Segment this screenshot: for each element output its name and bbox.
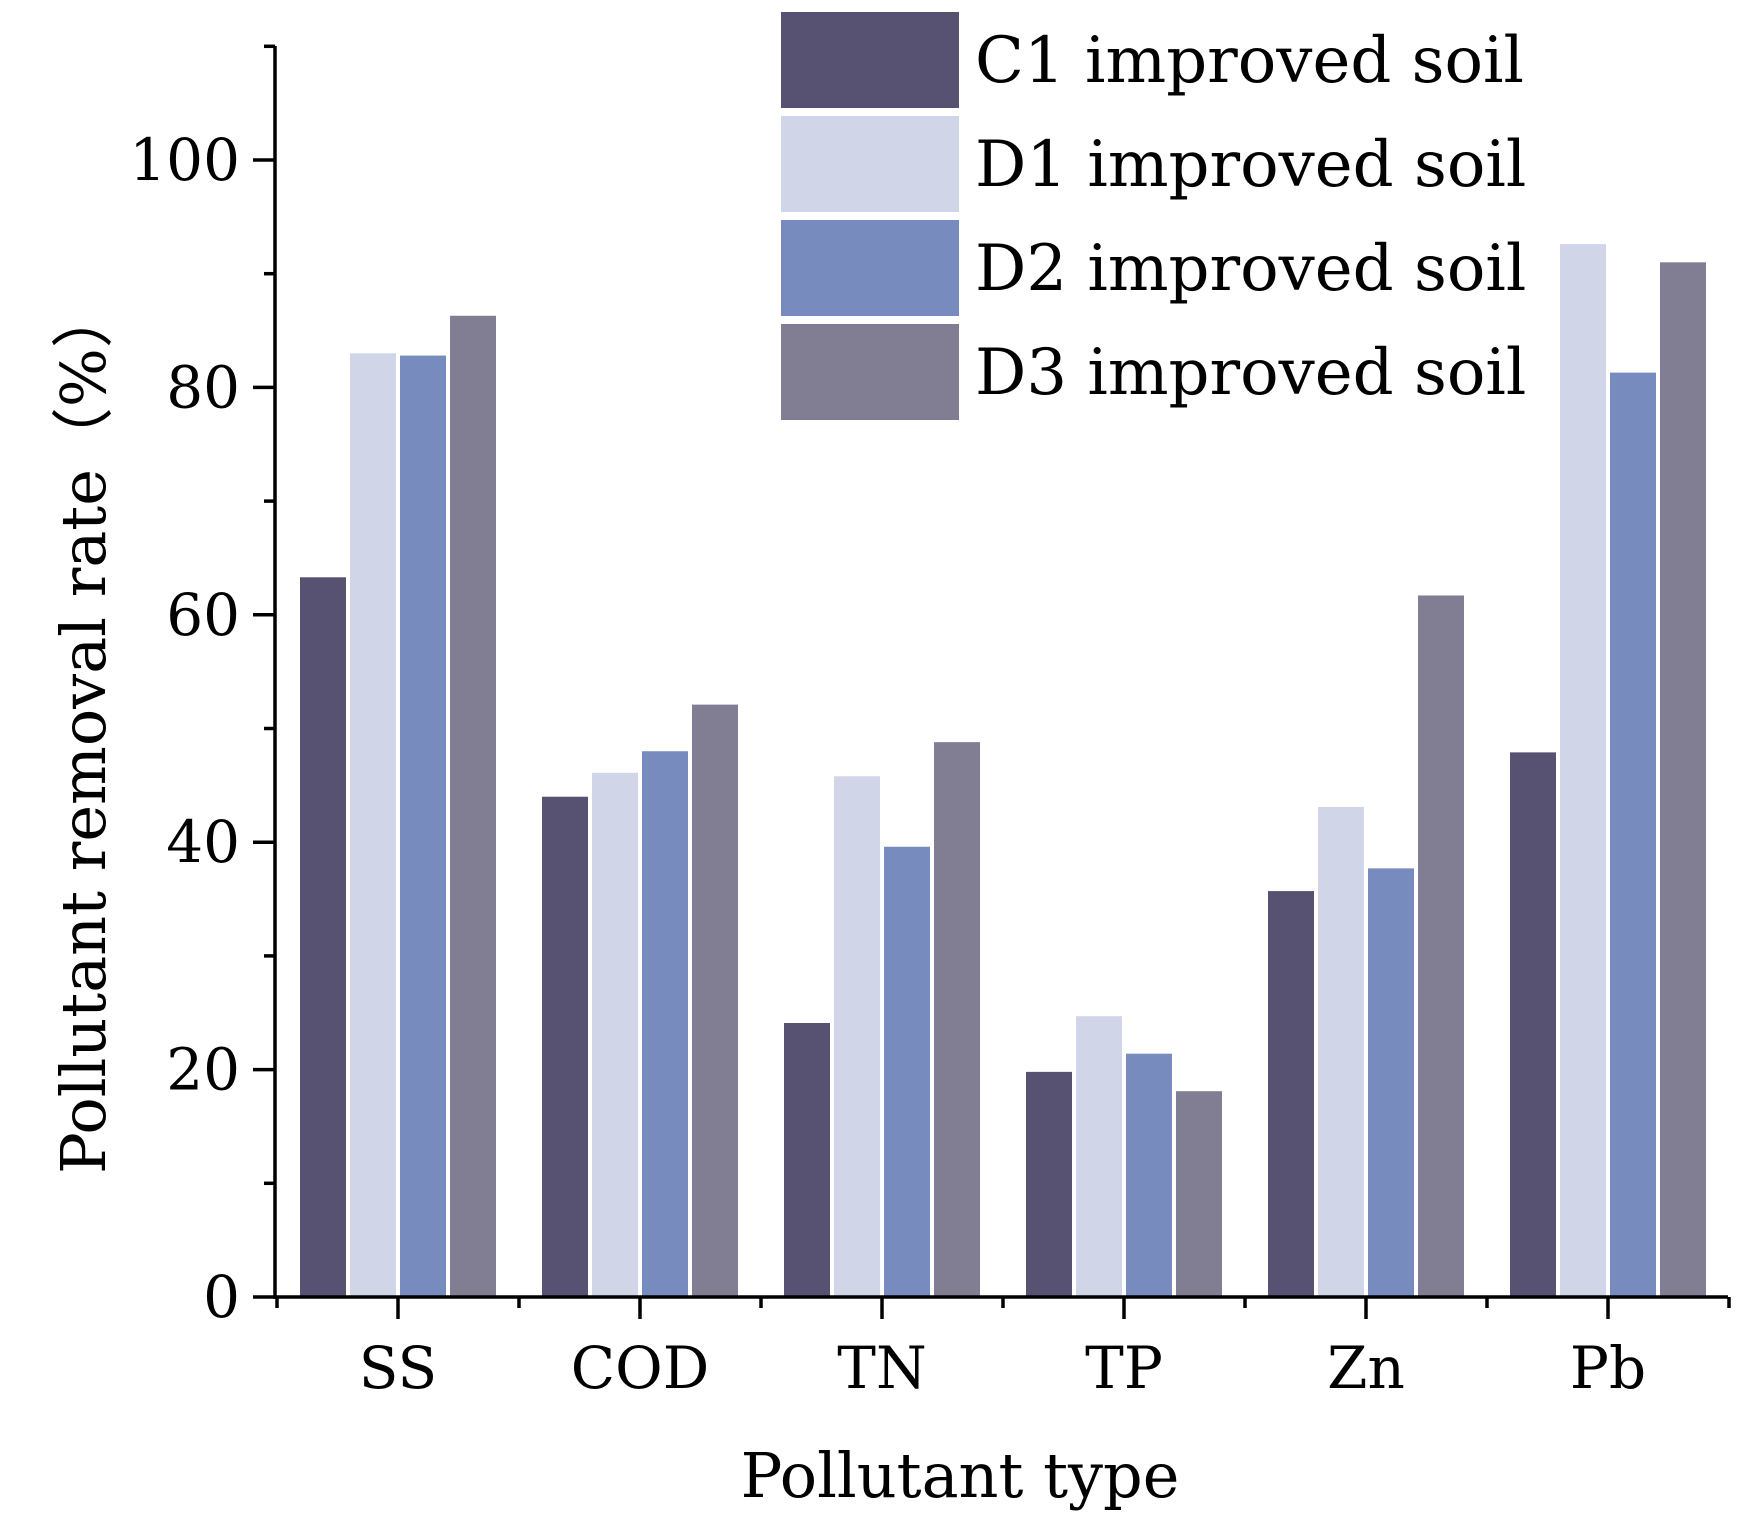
x-tick-label-ss: SS <box>359 1334 437 1402</box>
x-tick-label-zn: Zn <box>1327 1334 1405 1402</box>
legend-label-d2: D2 improved soil <box>975 232 1526 306</box>
y-ticks-group: 0 20 40 60 80 100 <box>129 44 275 1331</box>
bar-pb-d3 <box>1660 262 1706 1298</box>
bar-zn-d2 <box>1368 868 1414 1297</box>
bar-tn-c1 <box>784 1022 830 1297</box>
bar-cod-d2 <box>642 751 688 1297</box>
legend-label-c1: C1 improved soil <box>975 24 1524 98</box>
y-tick-label-20: 20 <box>166 1036 240 1104</box>
y-tick-label-60: 60 <box>166 581 240 649</box>
bar-ss-d2 <box>400 355 446 1298</box>
legend-label-d1: D1 improved soil <box>975 128 1526 202</box>
bar-pb-d1 <box>1560 244 1606 1298</box>
bar-zn-c1 <box>1268 891 1314 1297</box>
x-tick-label-tp: TP <box>1085 1334 1163 1402</box>
bar-zn-d3 <box>1418 595 1464 1297</box>
y-tick-label-40: 40 <box>166 808 240 876</box>
bar-tn-d1 <box>834 776 880 1297</box>
legend-swatch-d2 <box>781 220 959 316</box>
bar-ss-c1 <box>300 577 346 1297</box>
bar-zn-d1 <box>1318 806 1364 1297</box>
bar-tn-d2 <box>884 846 930 1297</box>
bar-tp-d2 <box>1126 1053 1172 1297</box>
legend-swatch-d3 <box>781 324 959 420</box>
y-tick-label-0: 0 <box>203 1263 240 1331</box>
bars-group <box>300 244 1706 1298</box>
bar-tp-d3 <box>1176 1091 1222 1297</box>
y-tick-label-100: 100 <box>129 126 240 194</box>
legend: C1 improved soil D1 improved soil D2 impro… <box>781 12 1526 420</box>
x-axis-title: Pollutant type <box>741 1439 1180 1512</box>
y-tick-label-80: 80 <box>166 353 240 421</box>
bar-tn-d3 <box>934 742 980 1297</box>
legend-swatch-d1 <box>781 116 959 212</box>
bar-tp-c1 <box>1026 1071 1072 1297</box>
bar-pb-c1 <box>1510 752 1556 1297</box>
bar-pb-d2 <box>1610 372 1656 1297</box>
x-tick-label-pb: Pb <box>1570 1334 1646 1402</box>
bar-tp-d1 <box>1076 1016 1122 1297</box>
bar-cod-d3 <box>692 704 738 1297</box>
x-ticks-group: SS COD TN TP Zn Pb <box>275 1297 1731 1402</box>
bar-ss-d3 <box>450 315 496 1297</box>
bar-ss-d1 <box>350 353 396 1297</box>
legend-swatch-c1 <box>781 12 959 108</box>
bar-cod-d1 <box>592 772 638 1297</box>
y-axis-title: Pollutant removal rate（%） <box>47 286 120 1174</box>
bar-cod-c1 <box>542 796 588 1297</box>
x-tick-label-cod: COD <box>571 1334 709 1402</box>
legend-label-d3: D3 improved soil <box>975 336 1526 410</box>
x-tick-label-tn: TN <box>837 1334 926 1402</box>
